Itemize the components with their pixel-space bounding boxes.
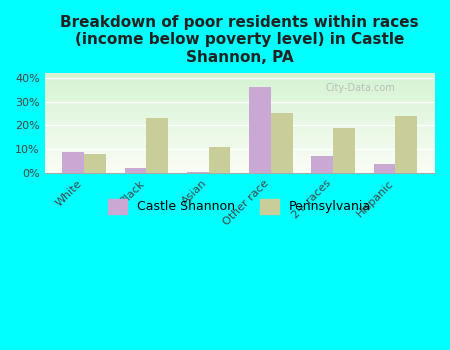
Legend: Castle Shannon, Pennsylvania: Castle Shannon, Pennsylvania bbox=[104, 194, 376, 219]
Bar bbox=[84, 154, 106, 173]
Bar bbox=[45, 167, 435, 169]
Bar bbox=[45, 131, 435, 133]
Bar bbox=[45, 143, 435, 145]
Bar bbox=[45, 97, 435, 99]
Bar bbox=[45, 125, 435, 127]
Bar bbox=[209, 147, 230, 173]
Bar bbox=[45, 111, 435, 113]
Bar bbox=[45, 163, 435, 165]
Bar bbox=[45, 157, 435, 159]
Bar bbox=[45, 81, 435, 83]
Bar bbox=[396, 116, 417, 173]
Bar bbox=[45, 113, 435, 115]
Bar bbox=[45, 119, 435, 121]
Bar bbox=[45, 169, 435, 171]
Bar bbox=[45, 141, 435, 143]
Bar bbox=[45, 161, 435, 163]
Bar bbox=[45, 149, 435, 151]
Bar bbox=[45, 129, 435, 131]
Text: City-Data.com: City-Data.com bbox=[326, 83, 396, 93]
Bar bbox=[63, 152, 84, 173]
Bar bbox=[45, 121, 435, 123]
Bar bbox=[45, 133, 435, 135]
Bar bbox=[45, 153, 435, 155]
Bar bbox=[45, 155, 435, 157]
Bar bbox=[45, 73, 435, 75]
Bar bbox=[333, 128, 355, 173]
Bar bbox=[45, 117, 435, 119]
Bar bbox=[146, 118, 168, 173]
Bar bbox=[45, 83, 435, 85]
Title: Breakdown of poor residents within races
(income below poverty level) in Castle
: Breakdown of poor residents within races… bbox=[60, 15, 419, 65]
Bar bbox=[249, 87, 271, 173]
Bar bbox=[45, 123, 435, 125]
Bar bbox=[45, 75, 435, 77]
Bar bbox=[45, 171, 435, 173]
Bar bbox=[45, 91, 435, 93]
Bar bbox=[45, 109, 435, 111]
Bar bbox=[45, 103, 435, 105]
Bar bbox=[45, 87, 435, 89]
Bar bbox=[45, 145, 435, 147]
Bar bbox=[45, 89, 435, 91]
Bar bbox=[45, 137, 435, 139]
Bar bbox=[45, 115, 435, 117]
Bar bbox=[45, 127, 435, 129]
Bar bbox=[45, 95, 435, 97]
Bar bbox=[45, 101, 435, 103]
Bar bbox=[45, 77, 435, 79]
Bar bbox=[45, 165, 435, 167]
Bar bbox=[45, 151, 435, 153]
Bar bbox=[45, 93, 435, 95]
Bar bbox=[45, 85, 435, 87]
Bar bbox=[45, 159, 435, 161]
Bar bbox=[271, 113, 293, 173]
Bar bbox=[45, 139, 435, 141]
Bar bbox=[125, 168, 146, 173]
Bar bbox=[45, 79, 435, 81]
Bar bbox=[187, 172, 209, 173]
Bar bbox=[45, 99, 435, 101]
Bar bbox=[45, 107, 435, 109]
Bar bbox=[311, 156, 333, 173]
Bar bbox=[374, 163, 396, 173]
Bar bbox=[45, 105, 435, 107]
Bar bbox=[45, 147, 435, 149]
Bar bbox=[45, 135, 435, 137]
